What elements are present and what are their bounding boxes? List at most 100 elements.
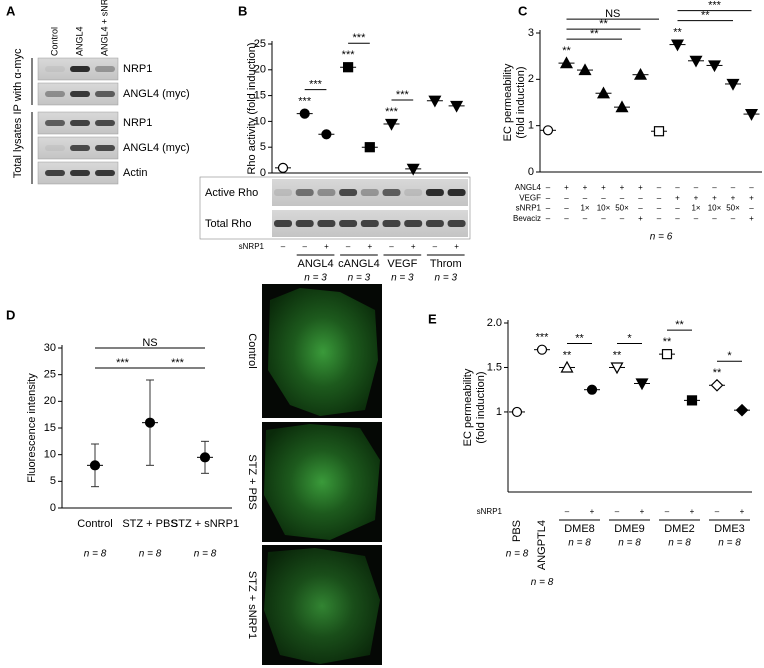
row-cell: + (583, 183, 588, 192)
row-cell: + (675, 193, 680, 202)
point (707, 60, 722, 73)
row-cell: – (546, 204, 551, 213)
band (45, 145, 65, 151)
x-tick-label: ANGPTL4 (536, 520, 548, 570)
row-label: sNRP1 (239, 242, 265, 251)
y-tick-label: 0 (528, 166, 534, 178)
y-tick-label: 3 (528, 27, 534, 39)
point-label: *** (342, 49, 356, 61)
panel-letter: D (6, 307, 15, 322)
comparison-label: ** (575, 332, 584, 344)
retina (264, 548, 380, 664)
point (560, 360, 574, 373)
point (744, 108, 759, 121)
band (339, 189, 358, 196)
row-cell: + (690, 507, 695, 516)
row-cell: 1× (691, 204, 700, 213)
band (45, 91, 65, 97)
row-cell: – (281, 242, 286, 251)
point-label: *** (298, 96, 312, 108)
band (447, 220, 466, 227)
section-label: Total lysates (12, 117, 24, 178)
blot-label: Total Rho (205, 218, 251, 230)
y-tick-label: 2 (528, 73, 534, 85)
band (447, 189, 466, 196)
point (653, 126, 665, 137)
row-cell: – (546, 214, 551, 223)
row-cell: – (675, 204, 680, 213)
comparison-label: *** (396, 89, 410, 101)
band (382, 220, 401, 227)
row-cell: 10× (708, 204, 722, 213)
row-cell: + (620, 183, 625, 192)
y-tick-label: 1 (496, 406, 502, 418)
image-label: Control (246, 333, 258, 368)
comparison-label: *** (309, 79, 323, 91)
row-cell: – (302, 242, 307, 251)
band (70, 120, 90, 126)
blot-frame (199, 176, 471, 240)
row-cell: – (731, 214, 736, 223)
row-cell: – (583, 214, 588, 223)
band (317, 189, 336, 196)
point (559, 56, 574, 69)
panel-letter: C (518, 3, 528, 18)
group-n: n = 8 (568, 538, 591, 549)
blot-label: ANGL4 (myc) (123, 142, 190, 154)
point-label: *** (385, 106, 399, 118)
group-label: ANGL4 (298, 258, 334, 270)
point (689, 55, 703, 68)
row-cell: + (638, 183, 643, 192)
retina-images (262, 284, 382, 665)
row-cell: – (715, 507, 720, 516)
point (343, 62, 354, 73)
point (735, 403, 749, 417)
band (295, 220, 314, 227)
band (95, 120, 115, 126)
row-cell: – (583, 193, 588, 202)
point (661, 349, 673, 360)
band (95, 91, 115, 97)
y-tick-label: 30 (44, 342, 56, 354)
row-cell: – (657, 193, 662, 202)
point (384, 118, 399, 131)
row-label: VEGF (519, 193, 541, 202)
lane-label: ANGL4 + sNRP1 (99, 0, 109, 56)
point (277, 162, 289, 173)
point-label: ** (562, 45, 571, 57)
point (89, 460, 101, 471)
comparison-label: NS (142, 337, 157, 349)
point-label: ** (663, 336, 672, 348)
blot-label: Active Rho (205, 187, 258, 199)
row-cell: – (389, 242, 394, 251)
category-n: n = 8 (84, 549, 107, 560)
group-n: n = 3 (391, 273, 414, 284)
point (144, 417, 156, 428)
y-tick-label: 25 (44, 369, 56, 381)
point (586, 384, 598, 395)
n-label: n = 6 (650, 232, 673, 243)
point (428, 95, 442, 108)
group-n: n = 8 (668, 538, 691, 549)
row-cell: + (749, 193, 754, 202)
image-label: STZ + PBS (246, 454, 258, 509)
row-cell: – (694, 214, 699, 223)
row-cell: – (731, 183, 736, 192)
panel-letter: B (238, 3, 247, 18)
point-label: ** (563, 349, 572, 361)
row-cell: – (346, 242, 351, 251)
y-tick-label: 0 (260, 167, 266, 179)
row-cell: – (665, 507, 670, 516)
x-tick-label: PBS (511, 520, 523, 542)
row-cell: + (740, 507, 745, 516)
point (536, 344, 548, 355)
row-cell: – (601, 193, 606, 202)
y-tick-label: 15 (254, 90, 266, 102)
row-cell: – (564, 204, 569, 213)
band (95, 66, 115, 72)
point (364, 142, 375, 153)
band (70, 66, 90, 72)
row-cell: + (640, 507, 645, 516)
row-label: sNRP1 (516, 204, 542, 213)
